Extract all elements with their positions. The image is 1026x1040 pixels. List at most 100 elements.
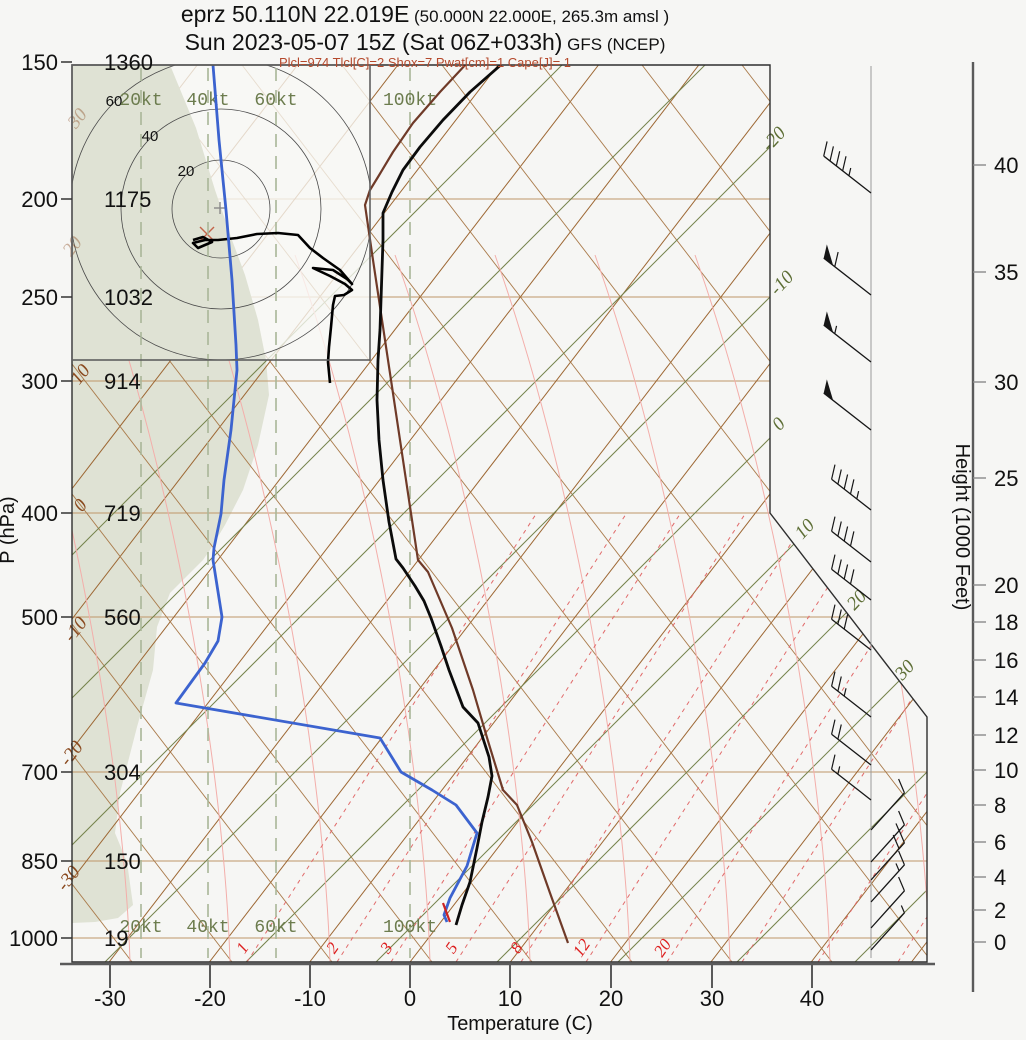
hodograph-ring-label: 40 (142, 128, 159, 145)
mixing-ratio-label: 12 (569, 935, 595, 960)
mixing-ratio-line (741, 512, 927, 962)
barb-staff (870, 842, 905, 881)
height-dam-label: 914 (104, 369, 141, 394)
pressure-tick-label: 700 (21, 760, 58, 785)
wind-barb (823, 141, 872, 194)
height-tick-label: 2 (994, 898, 1006, 923)
isotherm-line (610, 65, 927, 962)
barb-full-feather (843, 526, 849, 542)
mixing-ratio-line (246, 512, 538, 962)
height-tick-label: 40 (994, 153, 1018, 178)
barb-full-feather (837, 469, 842, 485)
moist-adiabat-line (594, 254, 731, 962)
wind-barb (823, 379, 872, 431)
height-dam-label: 560 (104, 605, 141, 630)
wind-barb-column (823, 141, 906, 951)
height-dam-label: 1032 (104, 285, 153, 310)
barb-staff (831, 478, 872, 511)
wind-barb (870, 778, 906, 831)
wind-barb (870, 850, 906, 903)
wind-barb (870, 905, 906, 951)
temperature-tick-label: -10 (294, 986, 326, 1011)
mixing-ratio-line (455, 512, 747, 962)
hodograph-ring-label: 60 (106, 93, 123, 110)
barb-full-feather (843, 564, 849, 580)
height-tick-label: 20 (994, 573, 1018, 598)
moist-adiabat-line (494, 254, 631, 962)
barb-staff (870, 792, 905, 831)
height-tick-label: 35 (994, 260, 1018, 285)
barb-staff (831, 733, 872, 766)
height-tick-label: 6 (994, 830, 1006, 855)
pressure-tick-label: 250 (21, 285, 58, 310)
barb-staff (870, 864, 905, 903)
barb-full-feather (843, 474, 849, 490)
mixing-ratio-line (585, 512, 877, 962)
theta-w-edge-label: 30 (890, 656, 919, 685)
barb-full-feather (898, 850, 906, 866)
isotherm-line (810, 65, 927, 962)
plot-border (71, 64, 928, 963)
height-axis-label: Height (1000 Feet) (951, 444, 973, 611)
wind-barb (831, 554, 872, 601)
wind-speed-line-label: 40kt (186, 918, 229, 938)
mixing-ratio-label: 5 (441, 939, 461, 957)
temperature-trace (375, 65, 504, 926)
pressure-tick-label: 1000 (9, 926, 58, 951)
barb-full-feather (837, 676, 842, 692)
pressure-axis-label: P (hPa) (0, 496, 19, 563)
wind-barb (823, 244, 872, 296)
theta-w-edge-label: 10 (791, 515, 820, 544)
dry-adiabat-line (72, 65, 533, 962)
barb-full-feather (898, 778, 906, 794)
moist-adiabat-line (72, 254, 131, 962)
theta-w-line (72, 65, 853, 962)
isotherm-line (710, 65, 927, 962)
barb-full-feather (842, 156, 847, 171)
temperature-tick-label: 0 (404, 986, 416, 1011)
barb-full-feather (835, 151, 841, 167)
barb-full-feather (834, 251, 839, 267)
barb-full-feather (898, 876, 906, 892)
theta-w-line (854, 65, 927, 962)
moist-adiabat-line (694, 254, 831, 962)
barb-full-feather (829, 146, 834, 162)
height-dam-label: 1360 (104, 50, 153, 75)
barb-full-feather (831, 671, 836, 687)
dry-adiabat-line (641, 65, 927, 962)
barb-full-feather (892, 834, 900, 850)
pressure-tick-label: 150 (21, 50, 58, 75)
wind-barb (831, 754, 872, 801)
barb-full-feather (831, 464, 836, 480)
wind-barb (831, 464, 872, 511)
wind-barb (831, 719, 872, 766)
height-tick-label: 12 (994, 723, 1018, 748)
parcel-ascent-curve (363, 65, 570, 944)
barb-full-feather (837, 559, 842, 575)
temperature-axis-label: Temperature (C) (447, 1013, 593, 1035)
storm-motion-cross-icon (199, 226, 215, 242)
theta-w-line (72, 65, 706, 962)
dry-adiabat-line (341, 65, 927, 962)
height-dam-label: 719 (104, 501, 141, 526)
height-tick-label: 18 (994, 610, 1018, 635)
barb-full-feather (849, 531, 855, 547)
barb-staff (831, 618, 872, 651)
mixing-ratio-line (520, 512, 812, 962)
wind-speed-line-label: 100kt (383, 91, 437, 111)
temperature-tick-label: -20 (194, 986, 226, 1011)
height-dam-label: 19 (104, 926, 128, 951)
wind-barb (870, 876, 906, 929)
dewpoint-trace (174, 65, 479, 923)
height-dam-label: 150 (104, 849, 141, 874)
barb-half-feather (848, 167, 852, 176)
theta-w-line (736, 65, 927, 962)
hodograph-ring (120, 108, 322, 310)
pressure-tick-label: 200 (21, 187, 58, 212)
barb-full-feather (849, 569, 855, 585)
barb-pennant (823, 311, 834, 333)
pressure-tick-label: 300 (21, 369, 58, 394)
barb-full-feather (831, 719, 836, 735)
barb-full-feather (831, 754, 836, 770)
